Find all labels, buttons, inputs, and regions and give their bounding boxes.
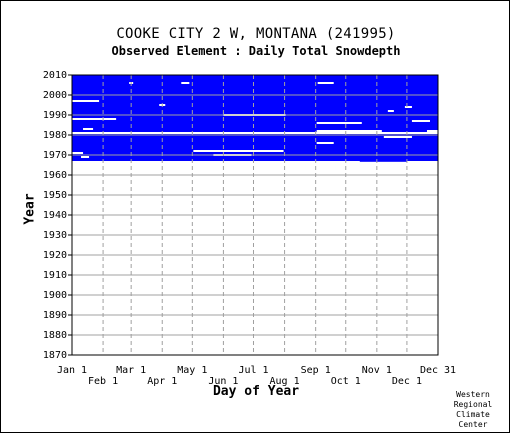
- missing-segment-8: [316, 122, 362, 124]
- data-coverage-block: [72, 75, 438, 161]
- missing-segment-2: [83, 128, 94, 130]
- missing-segment-16: [81, 156, 90, 158]
- x-tick-label-upper-3: Jul 1: [238, 365, 268, 376]
- missing-segment-7: [317, 82, 334, 84]
- y-tick-label-1920: 1920: [43, 250, 67, 261]
- x-tick-label-upper-4: Sep 1: [301, 365, 331, 376]
- missing-segment-5: [193, 150, 284, 152]
- credit-line-2: Regional: [453, 400, 493, 409]
- x-axis-label: Day of Year: [212, 384, 300, 399]
- x-tick-label-upper-5: Nov 1: [362, 365, 392, 376]
- y-tick-label-1980: 1980: [43, 130, 67, 141]
- x-tick-label-lower-1: Apr 1: [147, 376, 177, 387]
- y-tick-label-2000: 2000: [43, 90, 67, 101]
- y-tick-label-1950: 1950: [43, 190, 67, 201]
- x-tick-label-lower-5: Dec 1: [392, 376, 422, 387]
- plot-border: [71, 74, 439, 356]
- x-tick-label-lower-0: Feb 1: [88, 376, 118, 387]
- x-tick-label-upper-0: Jan 1: [57, 365, 87, 376]
- missing-segment-20: [387, 110, 394, 112]
- missing-segment-11: [383, 132, 417, 134]
- credit-line-4: Center: [458, 420, 488, 429]
- y-tick-label-1880: 1880: [43, 330, 67, 341]
- coverage-edge-3: [359, 161, 407, 162]
- missing-segment-14: [426, 130, 438, 132]
- missing-segment-13: [411, 120, 430, 122]
- y-tick-label-1900: 1900: [43, 290, 67, 301]
- y-tick-label-1930: 1930: [43, 230, 67, 241]
- credit-line-3: Climate: [456, 410, 490, 419]
- y-tick-label-1970: 1970: [43, 150, 67, 161]
- missing-segment-15: [72, 152, 84, 154]
- missing-segment-10: [316, 142, 334, 144]
- missing-segment-9: [316, 130, 382, 132]
- chart-subtitle: Observed Element : Daily Total Snowdepth: [111, 44, 401, 58]
- missing-segment-3: [72, 132, 438, 134]
- y-tick-label-1910: 1910: [43, 270, 67, 281]
- missing-segment-21: [404, 106, 412, 108]
- chart-title: COOKE CITY 2 W, MONTANA (241995): [116, 26, 396, 42]
- x-tick-label-upper-6: Dec 31: [420, 365, 456, 376]
- y-tick-label-1940: 1940: [43, 210, 67, 221]
- y-tick-label-1960: 1960: [43, 170, 67, 181]
- x-tick-label-upper-2: May 1: [177, 365, 207, 376]
- missing-segment-17: [181, 82, 190, 84]
- y-tick-label-1990: 1990: [43, 110, 67, 121]
- x-tick-label-upper-1: Mar 1: [116, 365, 146, 376]
- x-tick-label-lower-3: Aug 1: [270, 376, 300, 387]
- y-tick-label-2010: 2010: [43, 70, 67, 81]
- missing-segment-0: [72, 100, 100, 102]
- y-tick-label-1890: 1890: [43, 310, 67, 321]
- x-tick-label-lower-2: Jun 1: [208, 376, 238, 387]
- missing-segment-12: [383, 136, 412, 138]
- missing-segment-1: [72, 118, 117, 120]
- y-axis-label: Year: [22, 193, 38, 225]
- y-tick-label-1870: 1870: [43, 350, 67, 361]
- credit-line-1: Western: [456, 390, 490, 399]
- wrcc-credit: Western Regional Climate Center: [443, 390, 503, 430]
- x-tick-label-lower-4: Oct 1: [331, 376, 361, 387]
